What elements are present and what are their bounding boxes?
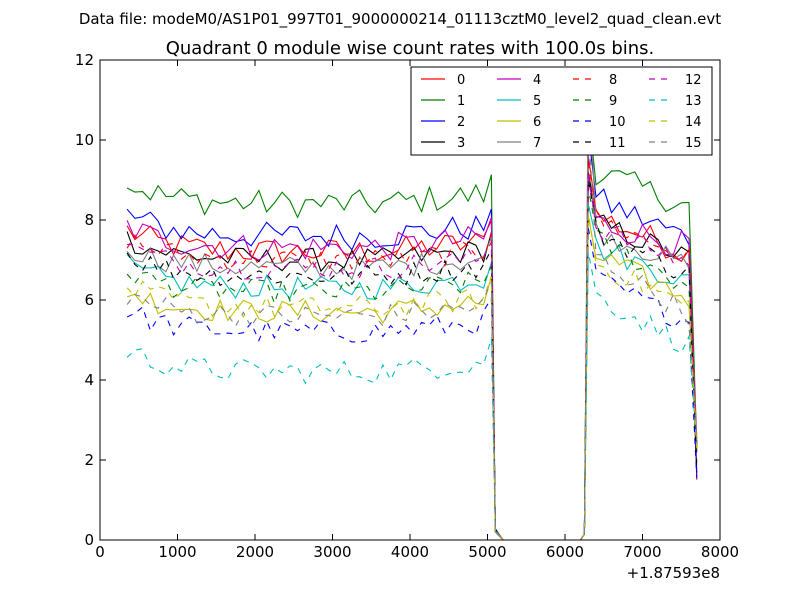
series-line-3 bbox=[126, 171, 698, 541]
x-tick-label: 8000 bbox=[701, 543, 739, 561]
chart-suptitle: Data file: modeM0/AS1P01_997T01_90000002… bbox=[79, 10, 721, 29]
series-line-9 bbox=[126, 187, 698, 541]
legend-label-3: 3 bbox=[457, 136, 465, 151]
y-tick-label: 8 bbox=[84, 211, 94, 229]
x-tick-label: 1000 bbox=[158, 543, 196, 561]
legend-label-11: 11 bbox=[609, 136, 626, 151]
legend-label-12: 12 bbox=[685, 73, 702, 88]
series-line-0 bbox=[126, 155, 698, 541]
series-line-6 bbox=[126, 215, 698, 541]
legend-label-10: 10 bbox=[609, 115, 626, 130]
y-tick-label: 6 bbox=[84, 291, 94, 309]
legend-label-0: 0 bbox=[457, 73, 465, 88]
series-line-2 bbox=[126, 131, 698, 541]
x-tick-label: 0 bbox=[95, 543, 105, 561]
legend-label-5: 5 bbox=[533, 94, 541, 109]
chart-title: Quadrant 0 module wise count rates with … bbox=[166, 38, 655, 59]
series-line-7 bbox=[126, 75, 698, 541]
x-tick-label: 5000 bbox=[468, 543, 506, 561]
series-line-8 bbox=[126, 163, 698, 541]
legend-label-13: 13 bbox=[685, 94, 702, 109]
axis-ticks: 0 1000 2000 3000 4000 5000 6000 7000 80000246810… bbox=[75, 51, 739, 561]
legend-label-7: 7 bbox=[533, 136, 541, 151]
series-line-13 bbox=[126, 251, 698, 541]
series-line-1 bbox=[126, 107, 698, 541]
x-tick-label: 7000 bbox=[623, 543, 661, 561]
legend-label-6: 6 bbox=[533, 115, 541, 130]
legend-label-2: 2 bbox=[457, 115, 465, 130]
legend-label-15: 15 bbox=[685, 136, 702, 151]
series-line-5 bbox=[126, 203, 698, 541]
series-line-11 bbox=[126, 179, 698, 541]
x-tick-label: 2000 bbox=[236, 543, 274, 561]
legend-label-8: 8 bbox=[609, 73, 617, 88]
series-line-15 bbox=[126, 123, 698, 541]
x-tick-label: 3000 bbox=[313, 543, 351, 561]
series-line-4 bbox=[126, 179, 698, 541]
y-tick-label: 10 bbox=[75, 131, 94, 149]
series-line-14 bbox=[126, 211, 698, 541]
y-tick-label: 0 bbox=[84, 531, 94, 549]
legend-label-9: 9 bbox=[609, 94, 617, 109]
x-tick-label: 4000 bbox=[391, 543, 429, 561]
y-tick-label: 4 bbox=[84, 371, 94, 389]
legend-label-14: 14 bbox=[685, 115, 702, 130]
legend-label-4: 4 bbox=[533, 73, 541, 88]
legend-frame bbox=[410, 66, 713, 156]
plot-lines bbox=[126, 75, 698, 541]
y-tick-label: 12 bbox=[75, 51, 94, 69]
legend-label-1: 1 bbox=[457, 94, 465, 109]
x-tick-label: 6000 bbox=[546, 543, 584, 561]
x-offset-label: +1.87593e8 bbox=[627, 564, 720, 582]
y-tick-label: 2 bbox=[84, 451, 94, 469]
